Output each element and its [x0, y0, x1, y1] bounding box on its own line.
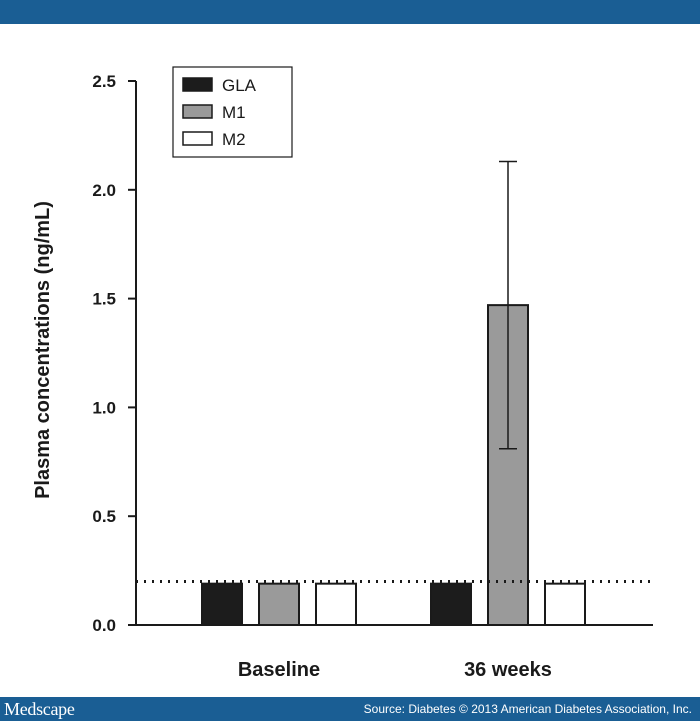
legend-swatch-m2	[182, 131, 213, 146]
source-credit: Source: Diabetes © 2013 American Diabete…	[363, 702, 692, 716]
y-tick-label: 1.5	[92, 290, 116, 309]
x-category-label: Baseline	[238, 659, 320, 681]
bar-m2-36-weeks	[544, 582, 586, 627]
x-category-label: 36 weeks	[464, 659, 552, 681]
y-tick-label: 1.0	[92, 398, 116, 417]
y-axis-label: Plasma concentrations (ng/mL)	[32, 201, 54, 499]
bar-m1-baseline	[258, 582, 300, 627]
legend-swatch-m1	[182, 104, 213, 119]
footer-bar: Medscape Source: Diabetes © 2013 America…	[0, 697, 700, 721]
brand-logo: Medscape	[4, 699, 75, 719]
bar-gla-baseline	[201, 582, 243, 627]
y-tick-label: 2.5	[92, 72, 116, 91]
y-tick-label: 0.0	[92, 616, 116, 635]
bar-chart: Plasma concentrations (ng/mL) 0.0 0.5 1.0 1…	[32, 66, 653, 681]
legend: GLA M1 M2	[172, 66, 293, 158]
legend-label-gla: GLA	[222, 76, 257, 95]
y-tick-label: 0.5	[92, 507, 116, 526]
legend-label-m2: M2	[222, 130, 246, 149]
header-bar	[0, 0, 700, 24]
legend-label-m1: M1	[222, 103, 246, 122]
bar-m2-baseline	[315, 582, 357, 627]
bar-gla-36-weeks	[430, 582, 472, 627]
legend-swatch-gla	[182, 77, 213, 92]
y-tick-label: 2.0	[92, 181, 116, 200]
plot-area: 0.0 0.5 1.0 1.5 2.0 2.5 Baseline 36 weeks	[92, 72, 653, 681]
